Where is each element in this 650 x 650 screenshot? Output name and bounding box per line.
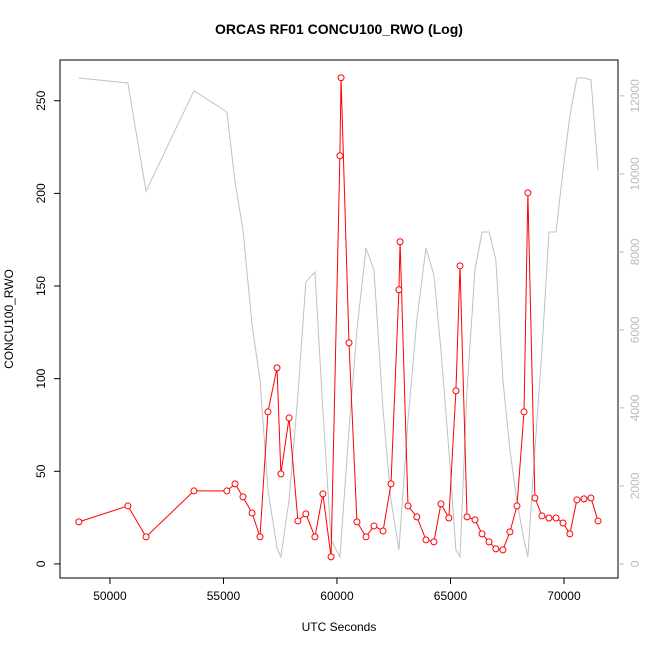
data-point — [437, 500, 445, 508]
data-point — [422, 536, 430, 544]
y-tick-label: 250 — [34, 90, 48, 110]
data-point — [513, 502, 521, 510]
data-point — [552, 514, 560, 522]
data-point — [190, 487, 198, 495]
data-point — [594, 517, 602, 525]
data-point — [520, 408, 528, 416]
data-point — [566, 530, 574, 538]
data-point — [353, 518, 361, 526]
y2-tick-label: 0 — [628, 560, 642, 567]
data-point — [573, 496, 581, 504]
data-point — [256, 533, 264, 541]
data-point — [492, 545, 500, 553]
y2-tick-label: 12000 — [628, 79, 642, 113]
data-point — [545, 514, 553, 522]
data-point — [559, 519, 567, 527]
x-tick-label: 50000 — [93, 589, 127, 603]
data-point — [294, 517, 302, 525]
data-point — [285, 414, 293, 422]
x-tick-label: 65000 — [434, 589, 468, 603]
data-point — [463, 513, 471, 521]
data-point — [506, 528, 514, 536]
data-point — [337, 74, 345, 82]
x-tick-label: 70000 — [547, 589, 581, 603]
data-point — [142, 533, 150, 541]
data-point — [587, 494, 595, 502]
data-point — [413, 513, 421, 521]
data-point — [231, 480, 239, 488]
y2-tick-label: 4000 — [628, 394, 642, 421]
data-point — [387, 480, 395, 488]
data-point — [223, 487, 231, 495]
data-point — [379, 527, 387, 535]
data-point — [75, 518, 83, 526]
data-point — [239, 493, 247, 501]
x-axis-label: UTC Seconds — [302, 620, 377, 634]
y-tick-label: 200 — [34, 183, 48, 203]
plot-box — [59, 59, 619, 579]
data-point — [471, 516, 479, 524]
data-point — [580, 495, 588, 503]
y-tick-label: 150 — [34, 276, 48, 296]
data-point — [124, 502, 132, 510]
y-tick-label: 50 — [34, 464, 48, 478]
data-point — [456, 262, 464, 270]
data-point — [264, 408, 272, 416]
data-point — [404, 502, 412, 510]
y2-tick-label: 6000 — [628, 316, 642, 343]
data-point — [311, 533, 319, 541]
data-point — [362, 533, 370, 541]
data-point — [319, 490, 327, 498]
y2-tick-label: 8000 — [628, 238, 642, 265]
data-point — [430, 538, 438, 546]
y-axis-label: CONCU100_RWO — [2, 269, 16, 369]
data-point — [327, 553, 335, 561]
x-tick-label: 55000 — [207, 589, 241, 603]
data-point — [531, 494, 539, 502]
data-point — [370, 522, 378, 530]
data-point — [396, 238, 404, 246]
series-line — [78, 77, 599, 557]
data-point — [499, 546, 507, 554]
data-point — [478, 530, 486, 538]
data-point — [336, 152, 344, 160]
chart-title: ORCAS RF01 CONCU100_RWO (Log) — [215, 21, 463, 37]
data-point — [524, 189, 532, 197]
data-point — [248, 509, 256, 517]
series-line — [78, 77, 599, 559]
data-point — [302, 510, 310, 518]
y-tick-label: 0 — [34, 560, 48, 567]
data-point — [395, 286, 403, 294]
data-point — [345, 339, 353, 347]
x-tick-label: 60000 — [320, 589, 354, 603]
data-point — [445, 514, 453, 522]
data-point — [485, 538, 493, 546]
data-point — [277, 470, 285, 478]
y2-tick-label: 2000 — [628, 472, 642, 499]
data-point — [452, 387, 460, 395]
data-point — [273, 364, 281, 372]
y2-tick-label: 10000 — [628, 157, 642, 191]
y-tick-label: 100 — [34, 368, 48, 388]
data-point — [538, 512, 546, 520]
